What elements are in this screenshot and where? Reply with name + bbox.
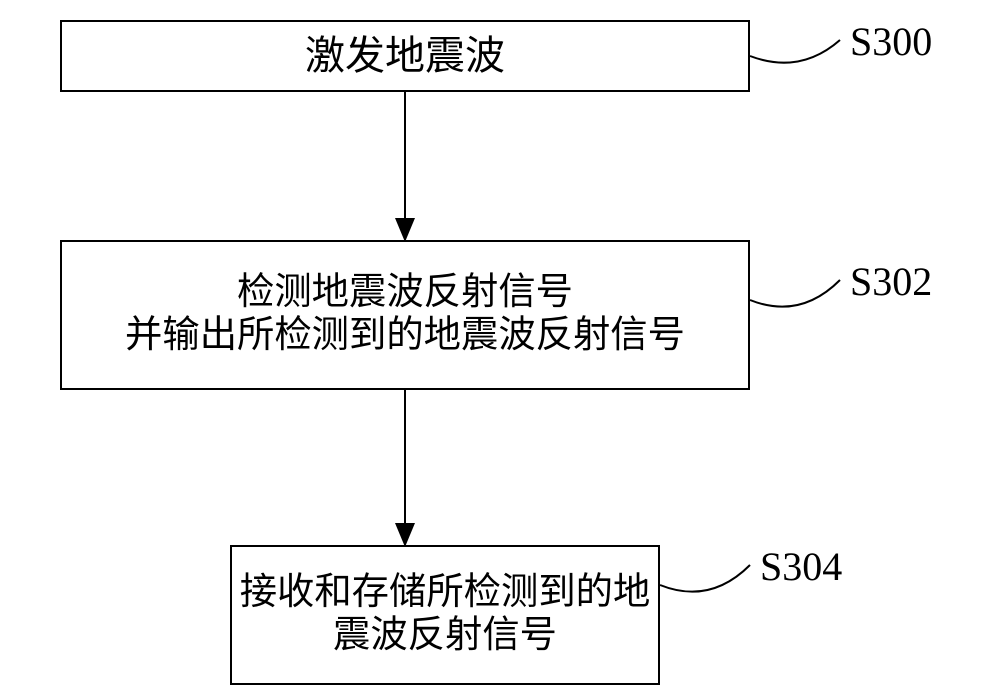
step-label-1: S300 <box>850 18 932 65</box>
step-box-1: 激发地震波 <box>60 20 750 92</box>
callout-curve-1 <box>750 40 840 63</box>
step-box-3: 接收和存储所检测到的地 震波反射信号 <box>230 545 660 685</box>
step-label-3: S304 <box>760 543 842 590</box>
step-box-3-line2: 震波反射信号 <box>333 615 557 658</box>
step-box-3-line1: 接收和存储所检测到的地 <box>240 572 651 615</box>
callout-curve-3 <box>660 565 750 592</box>
step-box-1-text: 激发地震波 <box>305 33 505 79</box>
step-box-2-line1: 检测地震波反射信号 <box>237 272 573 315</box>
callout-curve-2 <box>750 280 840 307</box>
step-box-2-line2: 并输出所检测到的地震波反射信号 <box>125 315 685 358</box>
step-label-2: S302 <box>850 258 932 305</box>
step-box-2: 检测地震波反射信号 并输出所检测到的地震波反射信号 <box>60 240 750 390</box>
flowchart-canvas: 激发地震波 检测地震波反射信号 并输出所检测到的地震波反射信号 接收和存储所检测… <box>0 0 1000 698</box>
